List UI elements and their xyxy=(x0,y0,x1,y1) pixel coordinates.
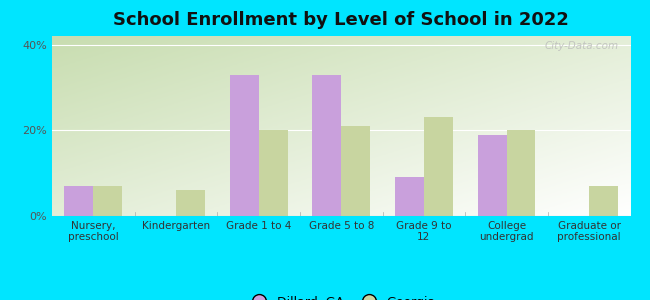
Bar xyxy=(478,135,506,216)
Text: City-Data.com: City-Data.com xyxy=(545,41,619,51)
Legend: Dillard, GA, Georgia: Dillard, GA, Georgia xyxy=(242,291,441,300)
Bar xyxy=(506,130,536,216)
Bar xyxy=(312,75,341,216)
Bar xyxy=(259,130,287,216)
Bar xyxy=(176,190,205,216)
Bar xyxy=(229,75,259,216)
Bar xyxy=(395,177,424,216)
Bar xyxy=(589,186,618,216)
Bar xyxy=(64,186,94,216)
Bar xyxy=(341,126,370,216)
Bar xyxy=(424,117,453,216)
Bar xyxy=(94,186,122,216)
Title: School Enrollment by Level of School in 2022: School Enrollment by Level of School in … xyxy=(113,11,569,29)
